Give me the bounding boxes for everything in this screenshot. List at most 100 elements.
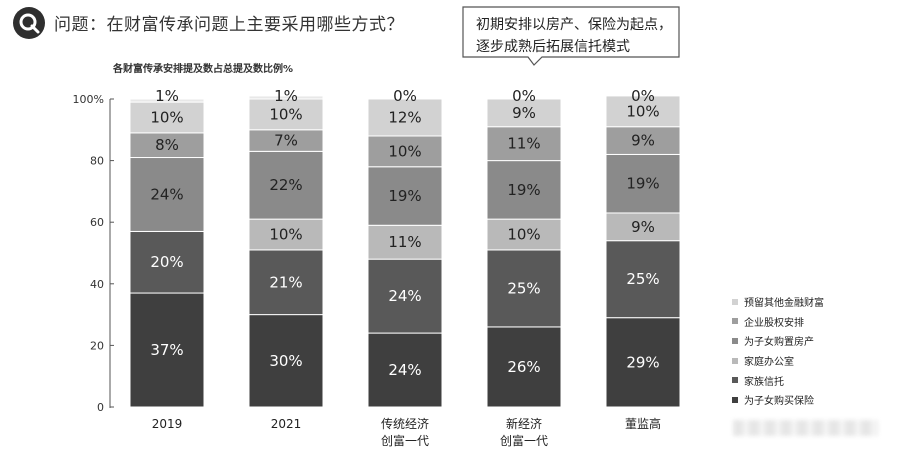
data-label: 12% — [388, 108, 421, 126]
bar-segment — [129, 157, 205, 232]
y-tick-label: 40 — [90, 278, 104, 291]
bar-segment — [605, 317, 681, 408]
y-tick-label: 0 — [97, 401, 104, 414]
data-label: 24% — [150, 185, 183, 203]
legend-item: 家庭办公室 — [732, 351, 824, 371]
data-label: 0% — [631, 87, 655, 105]
data-label: 11% — [388, 233, 421, 251]
bar-segment — [367, 135, 443, 168]
data-label: 7% — [274, 132, 298, 150]
data-label: 10% — [507, 226, 540, 244]
data-label: 0% — [393, 87, 417, 105]
legend-item: 为子女购置房产 — [732, 331, 824, 351]
data-label: 19% — [626, 175, 659, 193]
legend-label: 企业股权安排 — [744, 317, 804, 329]
legend-swatch — [732, 337, 738, 344]
y-tick-label: 80 — [90, 155, 104, 168]
data-label: 20% — [150, 253, 183, 271]
bar-segment — [129, 101, 205, 134]
data-label: 25% — [626, 270, 659, 288]
bar-segment — [367, 98, 443, 137]
x-category-label: 新经济 — [506, 416, 542, 431]
x-category-label: 2019 — [152, 417, 183, 431]
x-category-label: 创富一代 — [381, 433, 429, 448]
legend-swatch — [732, 318, 738, 325]
data-label: 19% — [388, 187, 421, 205]
legend-label: 为子女购买保险 — [744, 396, 814, 408]
bar-segment — [248, 218, 324, 251]
data-label: 9% — [631, 132, 655, 150]
data-label: 10% — [150, 108, 183, 126]
bar-segment — [129, 292, 205, 408]
bar-segment — [486, 98, 562, 128]
legend-label: 家庭办公室 — [744, 357, 794, 369]
chart-subtitle: 各财富传承安排提及数占总提及数比例% — [113, 64, 294, 75]
chart-legend: 预留其他金融财富企业股权安排 为子女购置房产 家庭办公室家族信托为子女购买保险 — [732, 292, 824, 410]
legend-item: 家族信托 — [732, 370, 824, 390]
bar-segment — [129, 98, 205, 103]
callout-text: 初期安排以房产、保险为起点， 逐步成熟后拓展信托模式 — [476, 14, 676, 58]
bar-segment — [605, 95, 681, 128]
bar-segment — [486, 160, 562, 220]
legend-item: 预留其他金融财富 — [732, 292, 824, 312]
legend-label: 家族信托 — [744, 376, 784, 388]
data-label: 30% — [269, 352, 302, 370]
data-label: 11% — [507, 135, 540, 153]
data-label: 1% — [155, 87, 179, 105]
data-label: 10% — [269, 105, 302, 123]
data-label: 10% — [626, 102, 659, 120]
bar-segment — [367, 224, 443, 260]
bar-segment — [605, 126, 681, 155]
bar-segment — [248, 95, 324, 100]
legend-swatch — [732, 377, 738, 384]
bar-segment — [486, 218, 562, 251]
data-label: 24% — [388, 287, 421, 305]
bar-segment — [248, 150, 324, 220]
bar-segment — [248, 314, 324, 408]
x-category-label: 董监高 — [625, 416, 661, 431]
data-label: 21% — [269, 273, 302, 291]
data-label: 0% — [512, 87, 536, 105]
bar-segment — [367, 332, 443, 408]
x-category-label: 传统经济 — [381, 416, 429, 431]
callout-line-2: 逐步成熟后拓展信托模式 — [476, 39, 630, 55]
data-label: 9% — [512, 104, 536, 122]
data-label: 9% — [631, 218, 655, 236]
watermark — [733, 420, 878, 436]
data-label: 37% — [150, 341, 183, 359]
callout-line-1: 初期安排以房产、保险为起点， — [476, 17, 672, 33]
data-label: 26% — [507, 358, 540, 376]
bar-segment — [486, 249, 562, 328]
data-label: 10% — [269, 226, 302, 244]
data-label: 8% — [155, 136, 179, 154]
legend-swatch — [732, 396, 738, 403]
bar-segment — [367, 258, 443, 334]
legend-swatch — [732, 357, 738, 364]
data-label: 24% — [388, 361, 421, 379]
x-category-label: 2021 — [271, 417, 302, 431]
bar-segment — [486, 126, 562, 162]
bar-segment — [605, 212, 681, 242]
bar-segment — [129, 230, 205, 294]
legend-item: 为子女购买保险 — [732, 390, 824, 410]
legend-item: 企业股权安排 — [732, 312, 824, 332]
y-tick-label: 60 — [90, 216, 104, 229]
data-label: 19% — [507, 181, 540, 199]
bar-segment — [605, 240, 681, 319]
bar-segment — [248, 98, 324, 131]
question-title: 问题：在财富传承问题上主要采用哪些方式？ — [54, 15, 404, 35]
data-label: 29% — [626, 353, 659, 371]
bar-segment — [605, 153, 681, 214]
x-category-label: 创富一代 — [500, 433, 548, 448]
data-label: 22% — [269, 176, 302, 194]
y-tick-label: 100% — [73, 93, 104, 106]
bar-segment — [367, 166, 443, 226]
data-label: 1% — [274, 87, 298, 105]
q-logo-icon — [13, 7, 45, 39]
legend-label: 为子女购置房产 — [744, 337, 814, 349]
callout-bubble — [462, 6, 680, 66]
data-label: 25% — [507, 279, 540, 297]
data-label: 10% — [388, 142, 421, 160]
legend-swatch — [732, 298, 738, 305]
